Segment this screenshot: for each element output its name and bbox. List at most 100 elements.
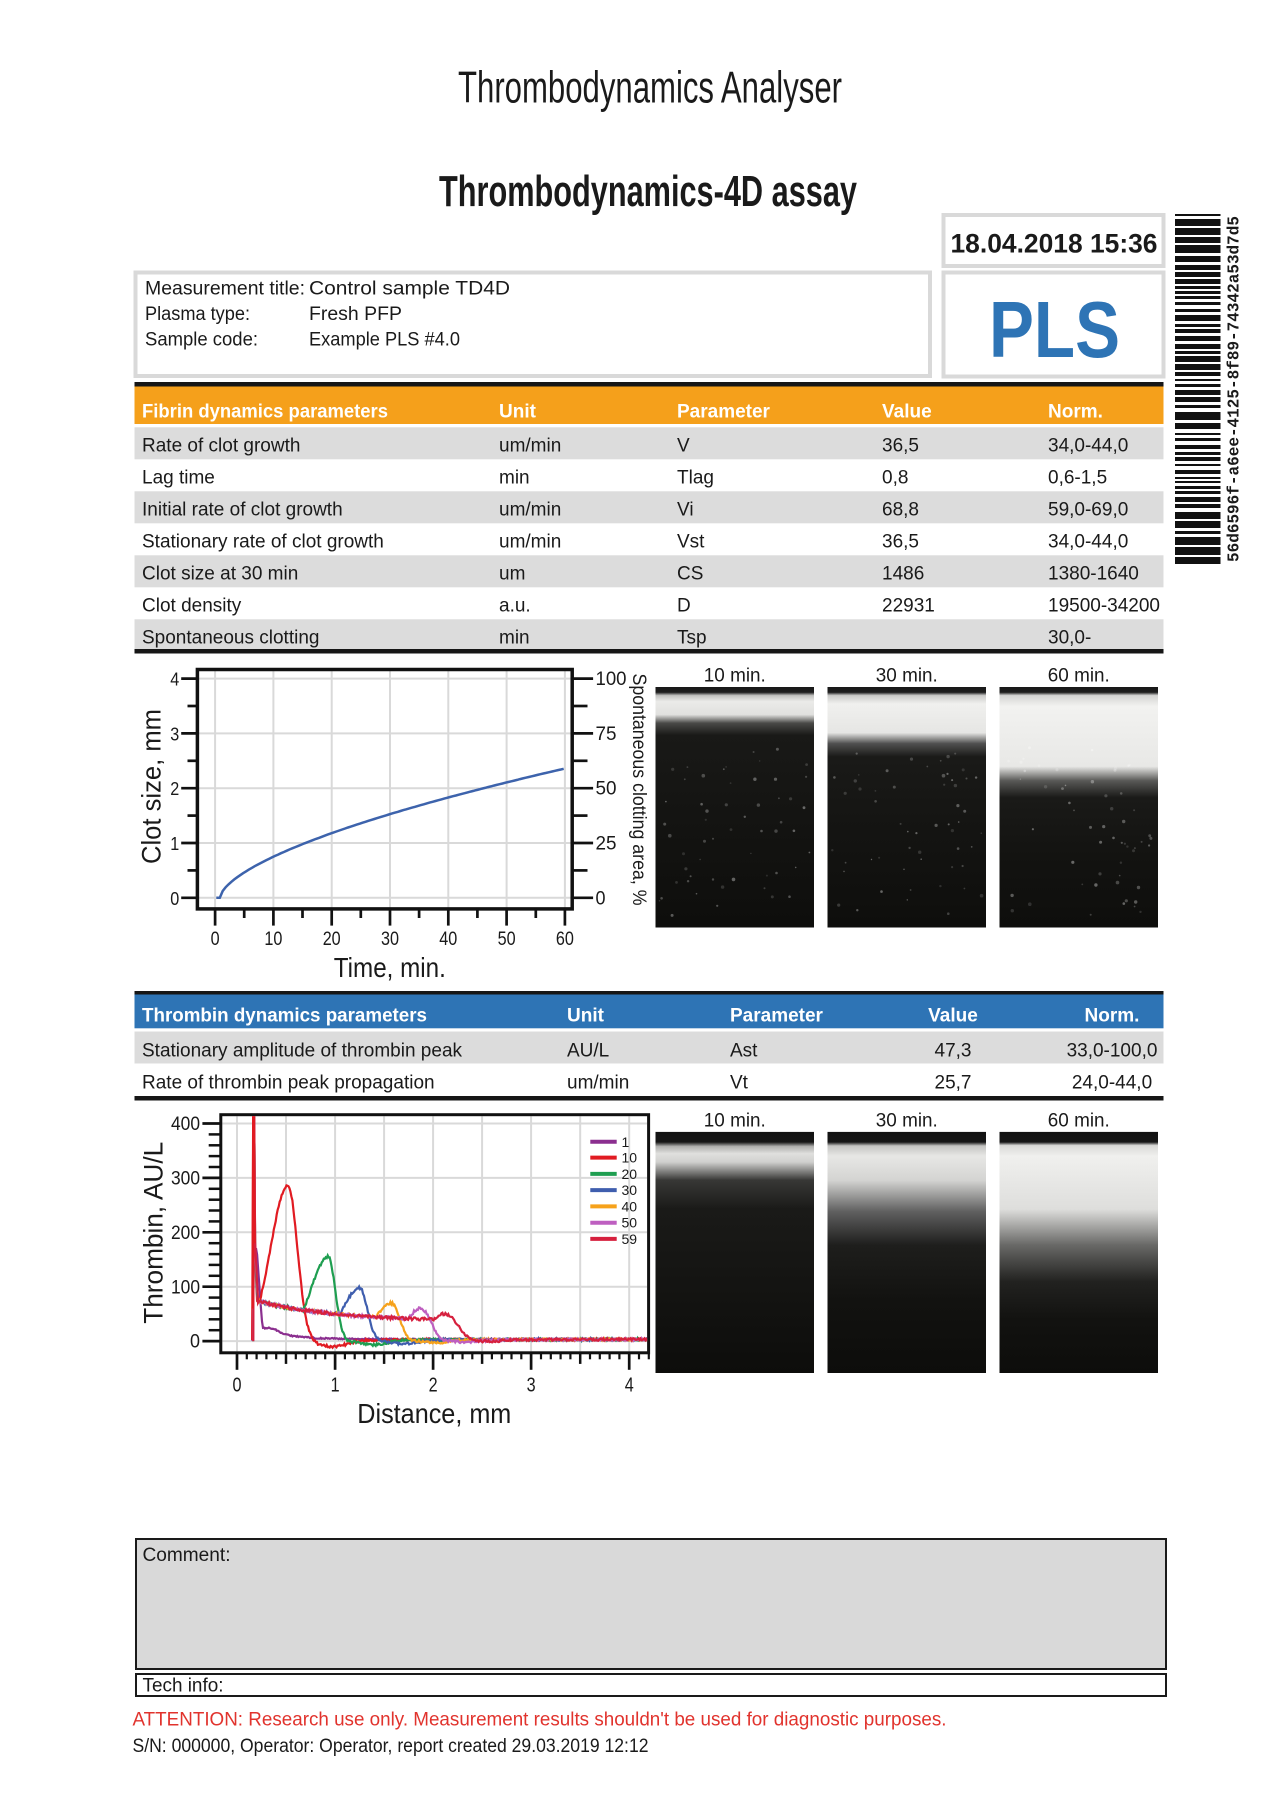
svg-text:Thrombodynamics-4D assay: Thrombodynamics-4D assay (439, 167, 857, 216)
svg-text:Value: Value (928, 1006, 978, 1027)
svg-text:Tech info:: Tech info: (143, 1676, 224, 1697)
svg-text:50: 50 (498, 928, 516, 950)
svg-text:10 min.: 10 min. (704, 665, 766, 687)
svg-text:Stationary rate of clot growth: Stationary rate of clot growth (142, 532, 384, 553)
svg-text:Example PLS #4.0: Example PLS #4.0 (309, 330, 460, 351)
svg-text:60: 60 (556, 928, 574, 950)
svg-text:Clot size, mm: Clot size, mm (137, 709, 167, 864)
svg-text:um: um (499, 564, 525, 585)
svg-text:Plasma type:: Plasma type: (145, 304, 250, 325)
svg-text:Rate of thrombin peak propagat: Rate of thrombin peak propagation (142, 1072, 435, 1093)
svg-text:AU/L: AU/L (567, 1040, 609, 1061)
svg-text:19500-34200: 19500-34200 (1048, 596, 1160, 617)
svg-text:2: 2 (170, 778, 179, 799)
svg-text:Comment:: Comment: (143, 1545, 231, 1566)
svg-text:CS: CS (677, 564, 703, 585)
svg-text:25,7: 25,7 (935, 1072, 972, 1093)
svg-text:1380-1640: 1380-1640 (1048, 564, 1139, 585)
svg-text:Parameter: Parameter (677, 401, 771, 422)
svg-text:3: 3 (170, 723, 179, 744)
svg-text:Value: Value (882, 401, 932, 422)
svg-text:22931: 22931 (882, 596, 935, 617)
svg-text:1: 1 (170, 833, 179, 854)
svg-text:Ast: Ast (730, 1040, 758, 1061)
svg-text:Spontaneous clotting area, %: Spontaneous clotting area, % (628, 674, 650, 906)
svg-text:0: 0 (190, 1332, 200, 1353)
svg-text:ATTENTION: Research use only.: ATTENTION: Research use only. Measuremen… (133, 1708, 947, 1730)
svg-text:25: 25 (596, 834, 617, 855)
svg-text:Fresh PFP: Fresh PFP (309, 304, 402, 325)
svg-text:18.04.2018 15:36: 18.04.2018 15:36 (951, 228, 1158, 258)
svg-text:34,0-44,0: 34,0-44,0 (1048, 436, 1128, 457)
svg-text:59,0-69,0: 59,0-69,0 (1048, 500, 1128, 521)
svg-text:59: 59 (622, 1231, 638, 1247)
svg-text:68,8: 68,8 (882, 500, 919, 521)
svg-text:50: 50 (622, 1215, 638, 1231)
svg-text:Vt: Vt (730, 1072, 749, 1093)
svg-text:0,8: 0,8 (882, 468, 908, 489)
svg-text:0: 0 (211, 928, 220, 950)
svg-text:Unit: Unit (499, 401, 537, 422)
svg-text:Clot density: Clot density (142, 596, 242, 617)
svg-text:100: 100 (596, 669, 627, 690)
svg-text:60 min.: 60 min. (1048, 1110, 1110, 1132)
svg-text:Fibrin dynamics parameters: Fibrin dynamics parameters (142, 401, 388, 422)
svg-text:um/min: um/min (499, 436, 561, 457)
svg-text:400: 400 (171, 1114, 200, 1135)
svg-text:Tlag: Tlag (677, 468, 714, 489)
svg-text:10: 10 (264, 928, 282, 950)
svg-text:Measurement title:: Measurement title: (145, 278, 305, 299)
svg-text:um/min: um/min (567, 1072, 629, 1093)
svg-text:34,0-44,0: 34,0-44,0 (1048, 532, 1128, 553)
svg-text:Unit: Unit (567, 1006, 605, 1027)
svg-text:Rate of clot growth: Rate of clot growth (142, 436, 300, 457)
svg-text:30,0-: 30,0- (1048, 628, 1091, 649)
svg-text:0,6-1,5: 0,6-1,5 (1048, 468, 1107, 489)
svg-text:1486: 1486 (882, 564, 924, 585)
svg-text:20: 20 (622, 1166, 638, 1182)
svg-text:um/min: um/min (499, 532, 561, 553)
svg-text:36,5: 36,5 (882, 532, 919, 553)
svg-text:Sample code:: Sample code: (145, 330, 258, 351)
svg-text:30 min.: 30 min. (876, 1110, 938, 1132)
svg-text:Thrombin dynamics parameters: Thrombin dynamics parameters (142, 1006, 427, 1027)
svg-text:4: 4 (170, 669, 179, 690)
svg-text:V: V (677, 436, 690, 457)
svg-text:40: 40 (622, 1198, 638, 1214)
svg-text:4: 4 (625, 1375, 634, 1397)
svg-text:1: 1 (622, 1134, 630, 1150)
svg-text:min: min (499, 628, 530, 649)
svg-text:10 min.: 10 min. (704, 1110, 766, 1132)
svg-text:Thrombin, AU/L: Thrombin, AU/L (139, 1142, 169, 1324)
svg-text:40: 40 (439, 928, 457, 950)
svg-text:Clot size at 30 min: Clot size at 30 min (142, 564, 298, 585)
svg-text:24,0-44,0: 24,0-44,0 (1072, 1072, 1152, 1093)
svg-text:30: 30 (381, 928, 399, 950)
svg-text:Norm.: Norm. (1085, 1006, 1140, 1027)
svg-text:33,0-100,0: 33,0-100,0 (1067, 1040, 1158, 1061)
svg-text:Lag time: Lag time (142, 468, 215, 489)
svg-text:10: 10 (622, 1150, 638, 1166)
svg-text:56d6596f-a6ee-4125-8f89-74342a: 56d6596f-a6ee-4125-8f89-74342a53d7d5 (1226, 216, 1245, 562)
svg-text:47,3: 47,3 (935, 1040, 972, 1061)
svg-text:36,5: 36,5 (882, 436, 919, 457)
svg-text:Distance, mm: Distance, mm (357, 1398, 511, 1429)
svg-text:2: 2 (429, 1375, 438, 1397)
svg-text:Thrombodynamics Analyser: Thrombodynamics Analyser (458, 64, 842, 113)
svg-text:Stationary amplitude of thromb: Stationary amplitude of thrombin peak (142, 1040, 463, 1061)
svg-text:0: 0 (596, 888, 606, 909)
svg-text:100: 100 (171, 1277, 200, 1298)
svg-text:Tsp: Tsp (677, 628, 707, 649)
svg-text:200: 200 (171, 1223, 200, 1244)
svg-text:PLS: PLS (989, 285, 1120, 374)
svg-text:S/N: 000000, Operator: Operato: S/N: 000000, Operator: Operator, report … (133, 1736, 649, 1757)
svg-text:Parameter: Parameter (730, 1006, 824, 1027)
svg-text:0: 0 (233, 1375, 242, 1397)
svg-text:min: min (499, 468, 530, 489)
svg-text:Vi: Vi (677, 500, 694, 521)
svg-text:60 min.: 60 min. (1048, 665, 1110, 687)
svg-text:um/min: um/min (499, 500, 561, 521)
svg-text:D: D (677, 596, 691, 617)
svg-text:Control sample TD4D: Control sample TD4D (309, 278, 510, 299)
svg-text:Vst: Vst (677, 532, 705, 553)
